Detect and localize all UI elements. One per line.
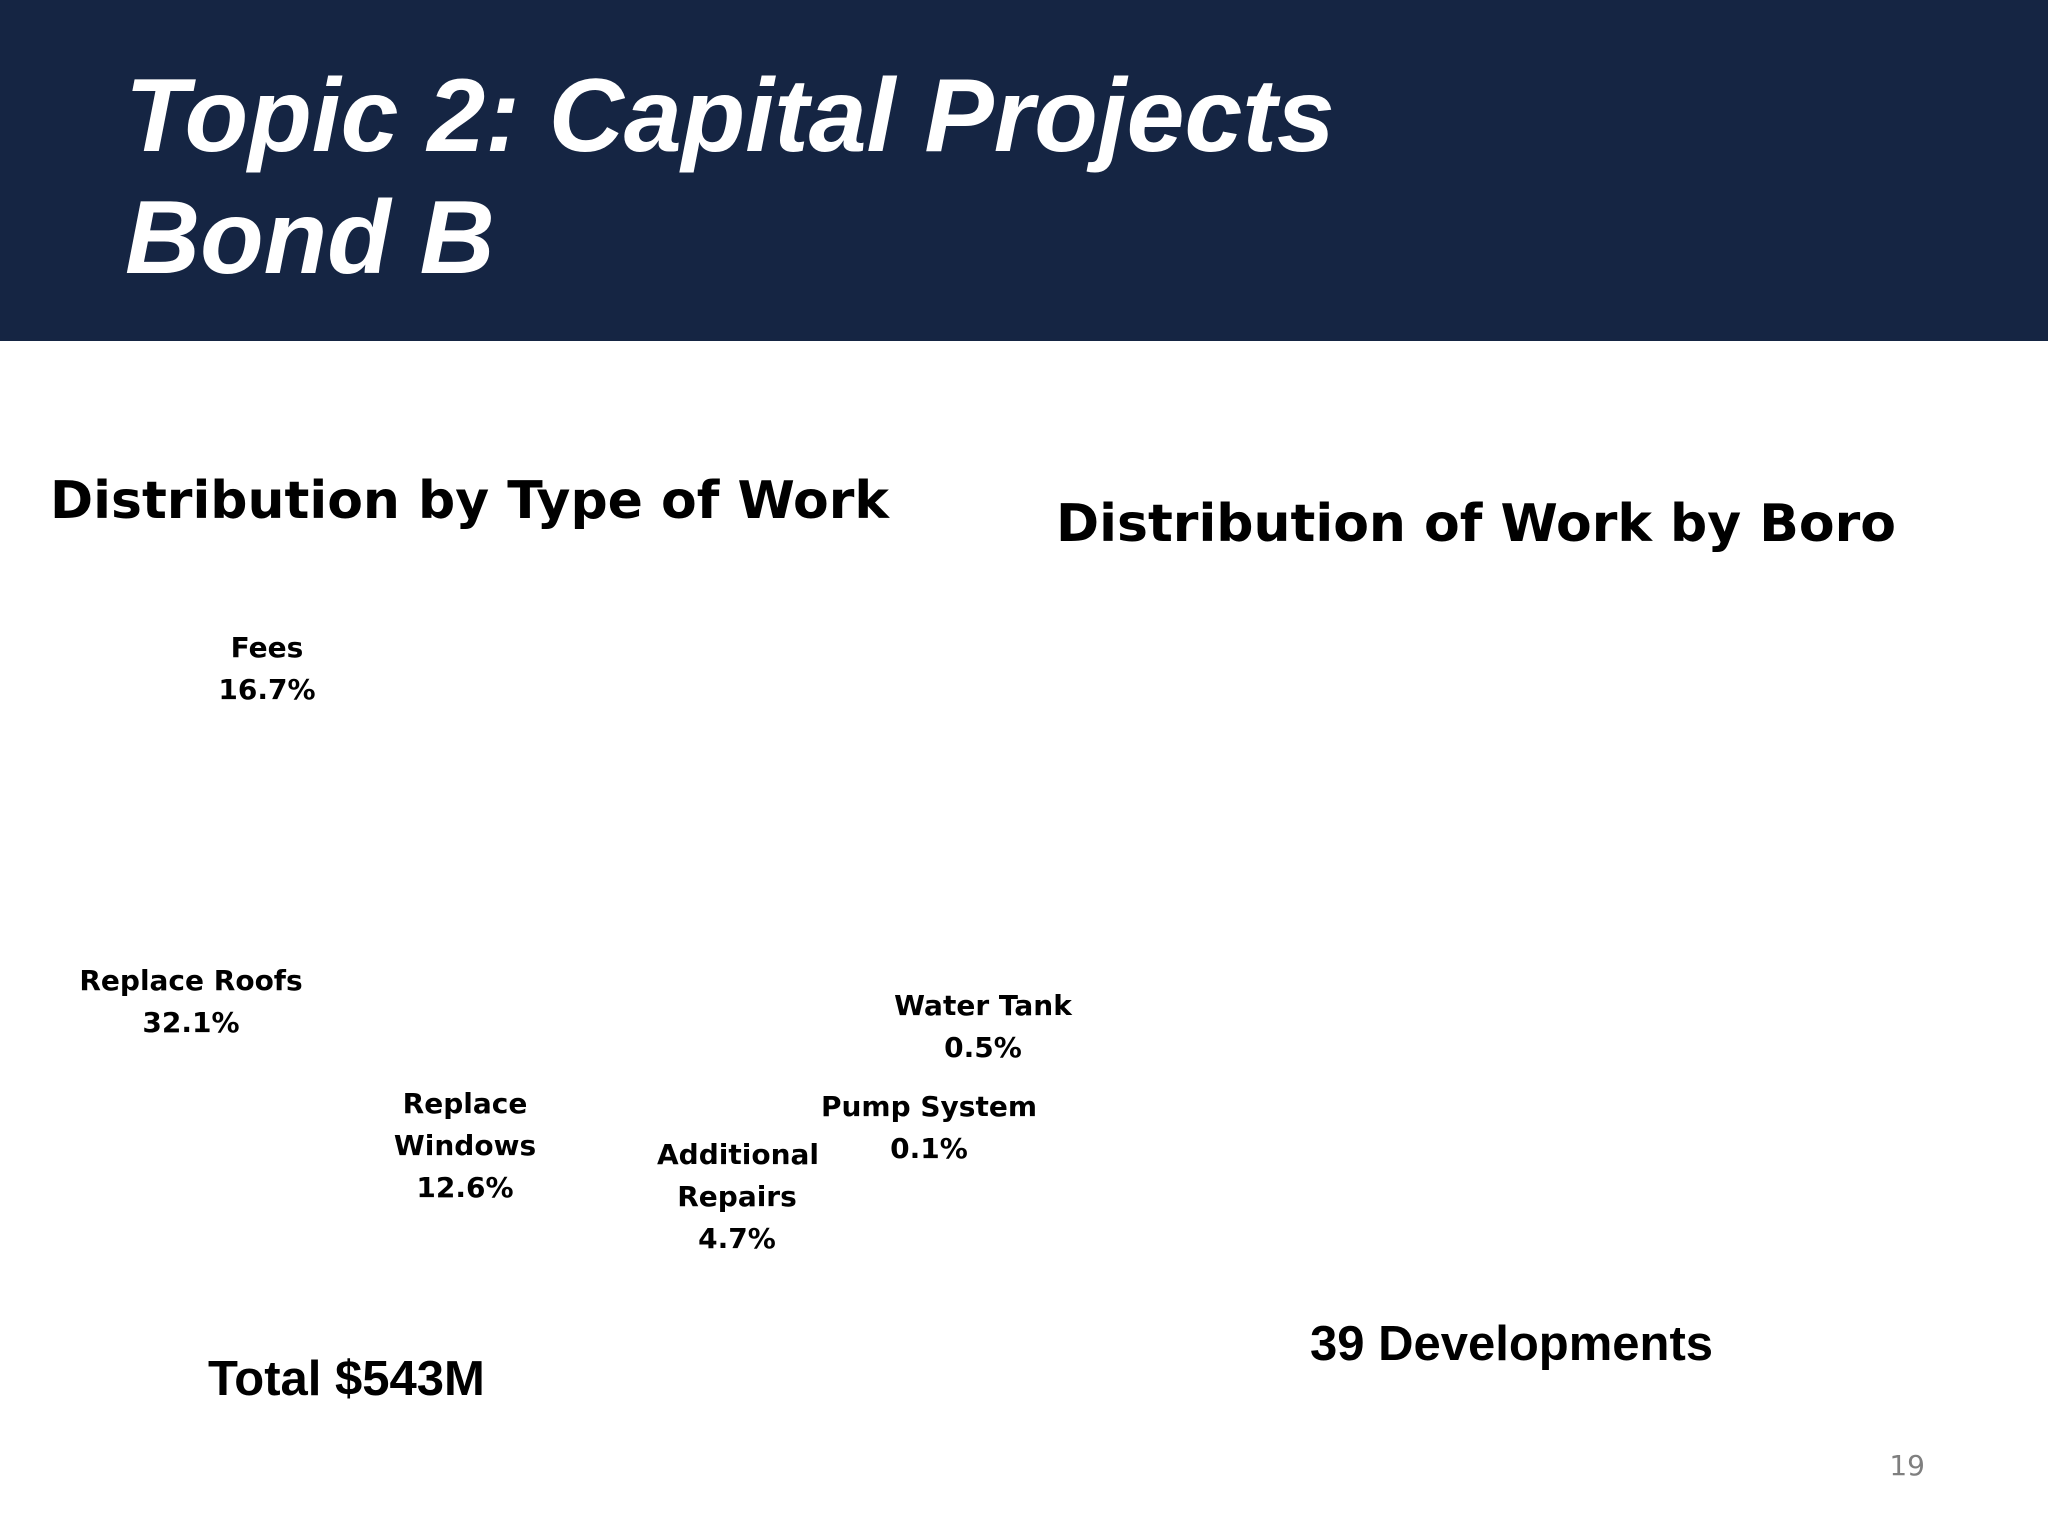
slice-label-fees: Fees 16.7% bbox=[218, 627, 315, 711]
header-band bbox=[0, 0, 2048, 341]
total-amount: Total $543M bbox=[208, 1352, 485, 1406]
slide-title: Topic 2: Capital Projects Bond B bbox=[125, 55, 1335, 299]
slice-label-name: Water Tank bbox=[894, 989, 1072, 1022]
slice-label-percent: 12.6% bbox=[416, 1171, 514, 1204]
slice-label-percent: 16.7% bbox=[218, 673, 316, 706]
slice-label-name: Fees bbox=[230, 631, 304, 664]
page-number: 19 bbox=[1889, 1449, 1925, 1482]
slice-label-water-tank: Water Tank 0.5% bbox=[894, 985, 1072, 1069]
slice-label-name: Pump System bbox=[820, 1090, 1038, 1123]
slice-label-name: Replace Roofs bbox=[79, 964, 303, 997]
slice-label-name: Replace Windows bbox=[393, 1087, 537, 1162]
slice-label-additional-repairs: Additional Repairs 4.7% bbox=[657, 1134, 819, 1260]
slide-title-line-1: Topic 2: Capital Projects bbox=[125, 58, 1335, 174]
developments-count: 39 Developments bbox=[1310, 1317, 1714, 1371]
slide-title-line-2: Bond B bbox=[125, 180, 495, 296]
slice-label-percent: 4.7% bbox=[698, 1222, 776, 1255]
type-of-work-heading: Distribution by Type of Work bbox=[50, 471, 889, 531]
slice-label-replace-roofs: Replace Roofs 32.1% bbox=[79, 960, 302, 1044]
slice-label-percent: 0.1% bbox=[890, 1132, 968, 1165]
slice-label-percent: 32.1% bbox=[142, 1006, 240, 1039]
boro-distribution-heading: Distribution of Work by Boro bbox=[1056, 494, 1896, 554]
slice-label-name: Additional Repairs bbox=[657, 1138, 819, 1213]
slice-label-pump-system: Pump System 0.1% bbox=[821, 1086, 1037, 1170]
slice-label-percent: 0.5% bbox=[944, 1031, 1022, 1064]
slice-label-replace-windows: Replace Windows 12.6% bbox=[390, 1083, 540, 1209]
